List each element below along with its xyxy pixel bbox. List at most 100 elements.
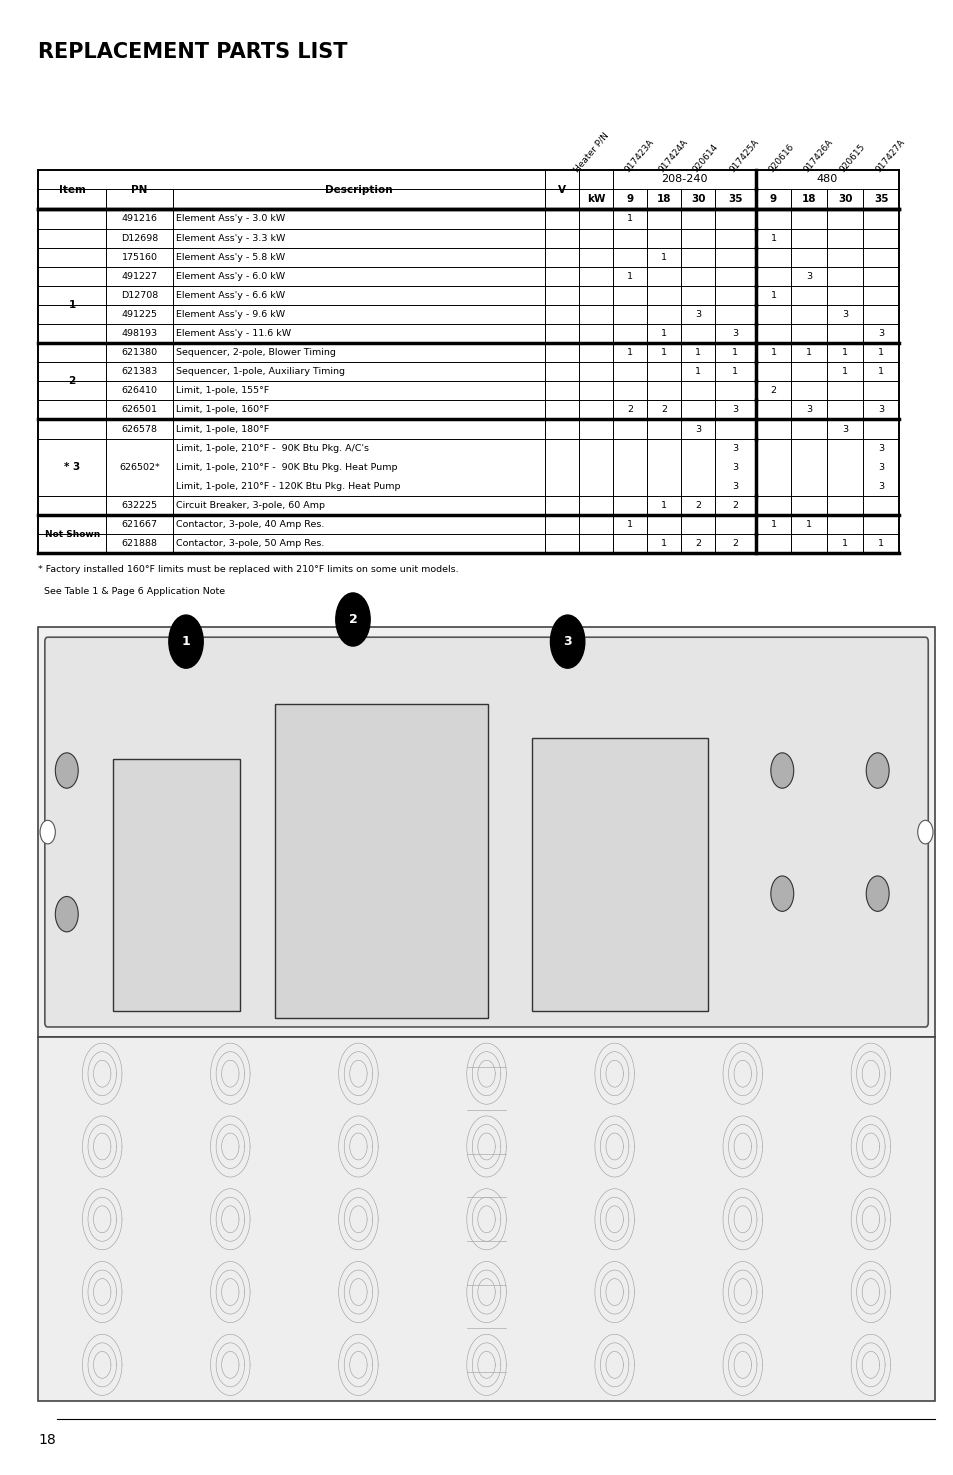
Text: 920615: 920615 [838, 142, 866, 174]
Text: 621383: 621383 [121, 367, 157, 376]
Text: 9: 9 [626, 195, 633, 204]
Text: 3: 3 [877, 329, 883, 338]
Text: 1: 1 [877, 538, 883, 549]
Text: REPLACEMENT PARTS LIST: REPLACEMENT PARTS LIST [38, 41, 347, 62]
Text: Sequencer, 2-pole, Blower Timing: Sequencer, 2-pole, Blower Timing [176, 348, 336, 357]
Text: 1: 1 [660, 252, 666, 261]
Text: Element Ass'y - 11.6 kW: Element Ass'y - 11.6 kW [176, 329, 292, 338]
Text: 2: 2 [626, 406, 633, 414]
Text: Limit, 1-pole, 210°F - 120K Btu Pkg. Heat Pump: Limit, 1-pole, 210°F - 120K Btu Pkg. Hea… [176, 482, 400, 491]
Text: 1: 1 [841, 367, 847, 376]
Text: 3: 3 [877, 482, 883, 491]
Text: 2: 2 [348, 614, 357, 625]
Text: 621380: 621380 [121, 348, 157, 357]
Text: kW: kW [586, 195, 604, 204]
Text: V: V [558, 184, 565, 195]
Text: Circuit Breaker, 3-pole, 60 Amp: Circuit Breaker, 3-pole, 60 Amp [176, 502, 325, 510]
Text: 1: 1 [69, 299, 76, 310]
Circle shape [40, 820, 55, 844]
Text: Contactor, 3-pole, 40 Amp Res.: Contactor, 3-pole, 40 Amp Res. [176, 521, 325, 530]
Text: 35: 35 [727, 195, 741, 204]
Text: 2: 2 [732, 538, 738, 549]
Text: 3: 3 [732, 444, 738, 453]
Text: 3: 3 [732, 329, 738, 338]
Text: 3: 3 [695, 310, 700, 319]
Text: 1: 1 [770, 233, 776, 242]
Text: 2: 2 [660, 406, 666, 414]
Text: 9: 9 [769, 195, 777, 204]
Circle shape [335, 593, 370, 646]
Text: 1: 1 [626, 348, 633, 357]
Text: 917425A: 917425A [728, 137, 760, 174]
Text: 917427A: 917427A [873, 137, 906, 174]
Text: 3: 3 [877, 406, 883, 414]
Text: 3: 3 [732, 482, 738, 491]
Text: 3: 3 [732, 463, 738, 472]
Text: 480: 480 [816, 174, 837, 184]
Text: Limit, 1-pole, 180°F: Limit, 1-pole, 180°F [176, 425, 270, 434]
Circle shape [865, 876, 888, 912]
Text: 2: 2 [732, 502, 738, 510]
Text: 30: 30 [690, 195, 704, 204]
Text: 3: 3 [562, 636, 572, 648]
Text: 621667: 621667 [121, 521, 157, 530]
Text: Limit, 1-pole, 160°F: Limit, 1-pole, 160°F [176, 406, 270, 414]
Circle shape [55, 897, 78, 932]
Text: See Table 1 & Page 6 Application Note: See Table 1 & Page 6 Application Note [38, 587, 225, 596]
FancyBboxPatch shape [112, 758, 240, 1010]
Text: Item: Item [59, 184, 86, 195]
Text: Heater P/N: Heater P/N [572, 131, 610, 174]
Text: 1: 1 [841, 348, 847, 357]
Text: 1: 1 [841, 538, 847, 549]
Text: Element Ass'y - 6.0 kW: Element Ass'y - 6.0 kW [176, 271, 285, 280]
Text: 632225: 632225 [121, 502, 157, 510]
Circle shape [865, 752, 888, 788]
Text: Description: Description [325, 184, 392, 195]
Text: 3: 3 [877, 444, 883, 453]
Text: 1: 1 [805, 521, 812, 530]
Text: * Factory installed 160°F limits must be replaced with 210°F limits on some unit: * Factory installed 160°F limits must be… [38, 565, 458, 574]
Text: 3: 3 [805, 406, 812, 414]
Text: Not Shown: Not Shown [45, 530, 100, 538]
Text: 2: 2 [770, 386, 776, 395]
Text: 621888: 621888 [121, 538, 157, 549]
Text: 1: 1 [626, 214, 633, 224]
Text: 1: 1 [770, 291, 776, 299]
Text: 18: 18 [657, 195, 671, 204]
Text: 1: 1 [805, 348, 812, 357]
Text: 1: 1 [695, 367, 700, 376]
Text: * 3: * 3 [64, 462, 80, 472]
Bar [38, 1037, 934, 1401]
Text: 626410: 626410 [121, 386, 157, 395]
Text: 35: 35 [873, 195, 887, 204]
Text: 208-240: 208-240 [660, 174, 707, 184]
Text: Element Ass'y - 6.6 kW: Element Ass'y - 6.6 kW [176, 291, 285, 299]
Text: 3: 3 [877, 463, 883, 472]
Text: 1: 1 [660, 538, 666, 549]
Text: D12698: D12698 [121, 233, 158, 242]
Text: 917426A: 917426A [801, 137, 835, 174]
Text: 498193: 498193 [121, 329, 157, 338]
Text: Element Ass'y - 9.6 kW: Element Ass'y - 9.6 kW [176, 310, 285, 319]
Text: 1: 1 [732, 367, 738, 376]
Text: 3: 3 [841, 310, 847, 319]
Text: Limit, 1-pole, 210°F -  90K Btu Pkg. A/C's: Limit, 1-pole, 210°F - 90K Btu Pkg. A/C'… [176, 444, 369, 453]
Text: D12708: D12708 [121, 291, 158, 299]
Text: 1: 1 [660, 502, 666, 510]
Text: 18: 18 [801, 195, 816, 204]
Text: 1: 1 [732, 348, 738, 357]
Circle shape [550, 615, 584, 668]
Circle shape [169, 615, 203, 668]
Bar [38, 627, 934, 1037]
Circle shape [770, 876, 793, 912]
Text: 1: 1 [660, 348, 666, 357]
Text: 1: 1 [770, 521, 776, 530]
Text: Limit, 1-pole, 155°F: Limit, 1-pole, 155°F [176, 386, 270, 395]
Text: 917423A: 917423A [622, 137, 656, 174]
Text: 2: 2 [695, 538, 700, 549]
Text: 626502*: 626502* [119, 463, 160, 472]
Text: 3: 3 [732, 406, 738, 414]
Circle shape [917, 820, 932, 844]
Text: 175160: 175160 [121, 252, 157, 261]
Text: 917424A: 917424A [657, 137, 689, 174]
